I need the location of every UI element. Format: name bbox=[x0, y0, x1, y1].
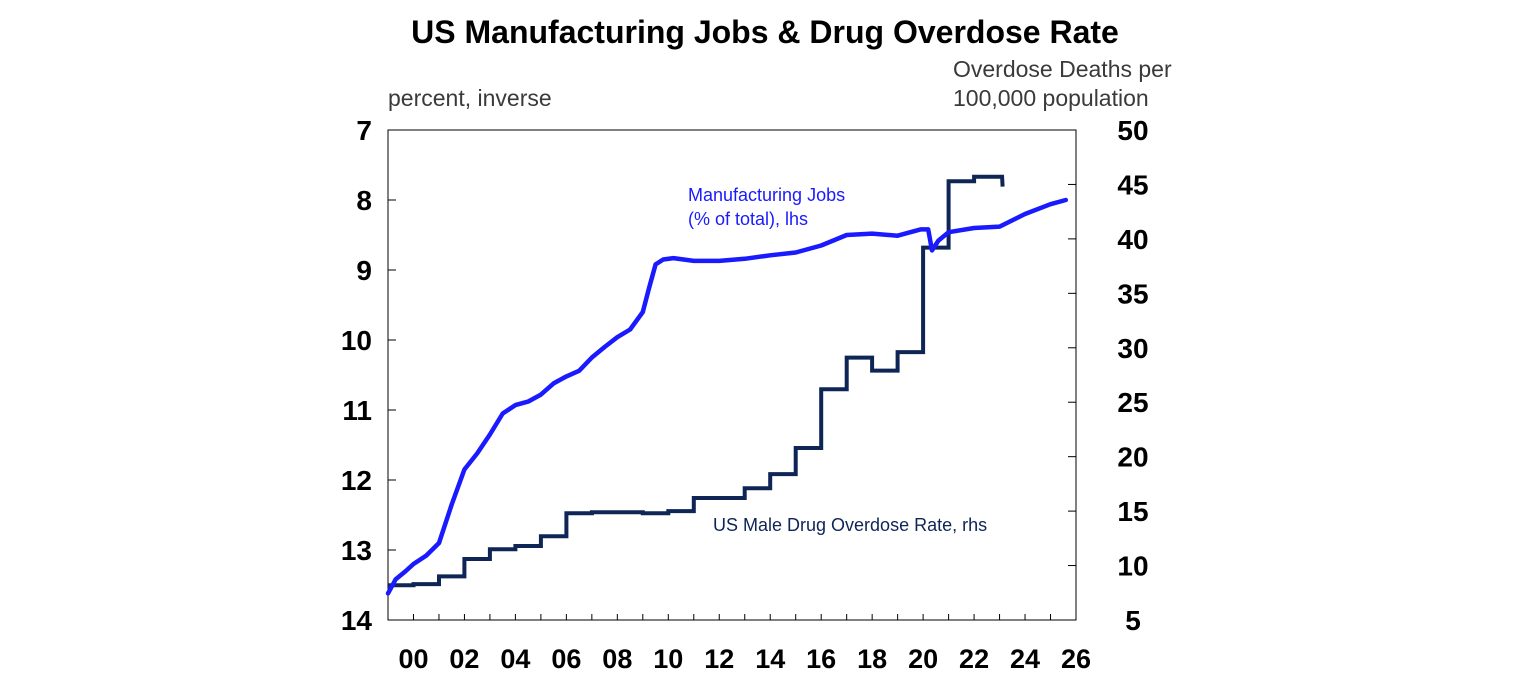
left-tick-label: 9 bbox=[356, 255, 372, 286]
left-tick-label: 7 bbox=[356, 115, 372, 146]
x-tick-label: 18 bbox=[857, 644, 887, 674]
chart-title: US Manufacturing Jobs & Drug Overdose Ra… bbox=[411, 14, 1119, 50]
manufacturing-series-label-line-1: Manufacturing Jobs bbox=[688, 185, 845, 205]
right-tick-label: 5 bbox=[1125, 605, 1141, 636]
left-tick-label: 8 bbox=[356, 185, 372, 216]
x-tick-label: 14 bbox=[755, 644, 785, 674]
x-axis: 00 02 04 06 08 10 12 14 16 18 20 22 24 26 bbox=[387, 614, 1091, 674]
right-axis: 50 45 40 35 30 25 20 15 10 5 bbox=[1068, 115, 1149, 636]
x-tick-label: 20 bbox=[908, 644, 938, 674]
x-tick-label: 08 bbox=[602, 644, 632, 674]
x-tick-label: 10 bbox=[653, 644, 683, 674]
right-tick-label: 20 bbox=[1117, 442, 1148, 473]
x-tick-label: 00 bbox=[398, 644, 428, 674]
overdose-rate-line bbox=[388, 174, 1005, 588]
x-tick-label: 04 bbox=[500, 644, 530, 674]
right-tick-label: 15 bbox=[1117, 496, 1148, 527]
right-axis-label-line-1: Overdose Deaths per bbox=[953, 56, 1172, 82]
left-tick-label: 14 bbox=[341, 605, 373, 636]
x-tick-label: 24 bbox=[1010, 644, 1040, 674]
x-tick-label: 16 bbox=[806, 644, 836, 674]
left-tick-label: 12 bbox=[341, 465, 372, 496]
right-tick-label: 50 bbox=[1117, 115, 1148, 146]
x-tick-label: 22 bbox=[959, 644, 989, 674]
left-tick-label: 13 bbox=[341, 535, 372, 566]
x-tick-label: 12 bbox=[704, 644, 734, 674]
right-tick-label: 10 bbox=[1117, 551, 1148, 582]
plot-area-border bbox=[387, 129, 1077, 621]
left-axis: 7 8 9 10 11 12 13 14 bbox=[341, 115, 396, 636]
right-tick-label: 45 bbox=[1117, 169, 1148, 200]
right-tick-label: 30 bbox=[1117, 333, 1148, 364]
manufacturing-jobs-line bbox=[385, 197, 1069, 596]
right-axis-label-line-2: 100,000 population bbox=[953, 85, 1149, 111]
right-tick-label: 25 bbox=[1117, 387, 1148, 418]
left-axis-label: percent, inverse bbox=[388, 85, 552, 111]
left-tick-label: 11 bbox=[342, 395, 372, 426]
manufacturing-series-label-line-2: (% of total), lhs bbox=[688, 209, 808, 229]
right-tick-label: 35 bbox=[1117, 278, 1148, 309]
right-tick-label: 40 bbox=[1117, 224, 1148, 255]
x-tick-label: 26 bbox=[1061, 644, 1091, 674]
left-tick-label: 10 bbox=[341, 325, 372, 356]
x-tick-label: 06 bbox=[551, 644, 581, 674]
x-tick-label: 02 bbox=[449, 644, 479, 674]
overdose-series-label: US Male Drug Overdose Rate, rhs bbox=[713, 515, 987, 535]
